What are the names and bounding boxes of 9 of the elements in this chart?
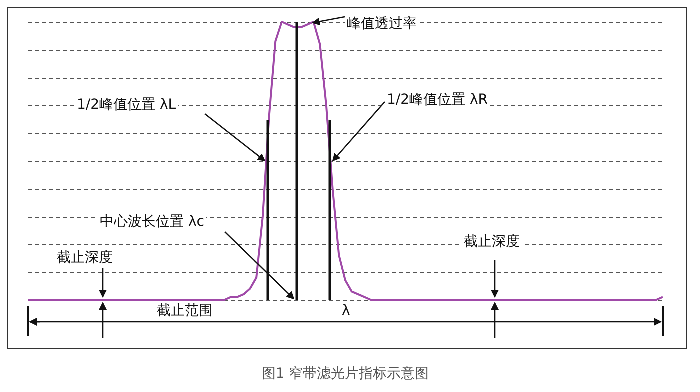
annotation: 中心波长位置 λc [98,214,206,230]
text: λ [340,303,352,319]
annotation: 截止深度 [462,234,522,250]
text: 截止范围 [155,303,215,319]
annotation: 1/2峰值位置 λL [75,97,178,113]
annotation: 截止深度 [55,250,115,266]
annotation: 峰值透过率 [345,16,419,32]
annotation: 1/2峰值位置 λR [385,92,490,108]
text: 图1 窄带滤光片指标示意图 [262,366,430,382]
